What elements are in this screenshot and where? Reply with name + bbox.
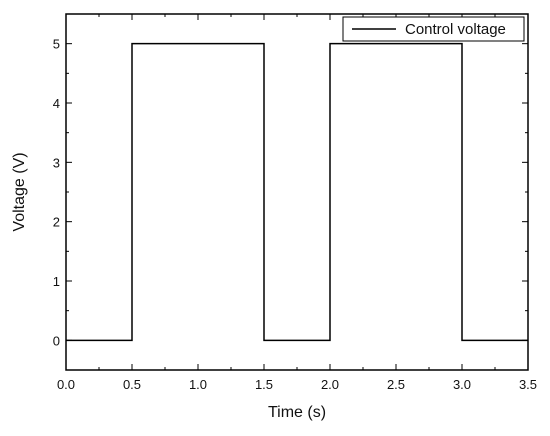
y-tick-label: 3: [53, 155, 60, 170]
x-tick-label: 3.5: [519, 377, 537, 392]
x-tick-label: 2.0: [321, 377, 339, 392]
series-layer: [66, 42, 528, 342]
y-tick-label: 1: [53, 274, 60, 289]
x-tick-label: 2.5: [387, 377, 405, 392]
series-line-control-voltage: [66, 42, 528, 342]
y-tick-label: 2: [53, 215, 60, 230]
legend-label: Control voltage: [405, 21, 506, 38]
x-tick-label: 3.0: [453, 377, 471, 392]
x-tick-label: 0.0: [57, 377, 75, 392]
x-axis-title: Time (s): [268, 404, 326, 421]
legend: Control voltage: [342, 16, 525, 42]
plot-frame: [65, 13, 529, 371]
x-tick-label: 1.0: [189, 377, 207, 392]
x-tick-label: 0.5: [123, 377, 141, 392]
x-tick-label: 1.5: [255, 377, 273, 392]
y-tick-label: 4: [53, 96, 60, 111]
y-tick-label: 0: [53, 333, 60, 348]
axis-ticks: [65, 13, 529, 371]
y-tick-label: 5: [53, 37, 60, 52]
tick-labels: 0.0 0.5 1.0 1.5 2.0 2.5 3.0 3.5 0 1 2 3 4 5: [53, 37, 537, 392]
y-axis-title: Voltage (V): [11, 152, 28, 231]
